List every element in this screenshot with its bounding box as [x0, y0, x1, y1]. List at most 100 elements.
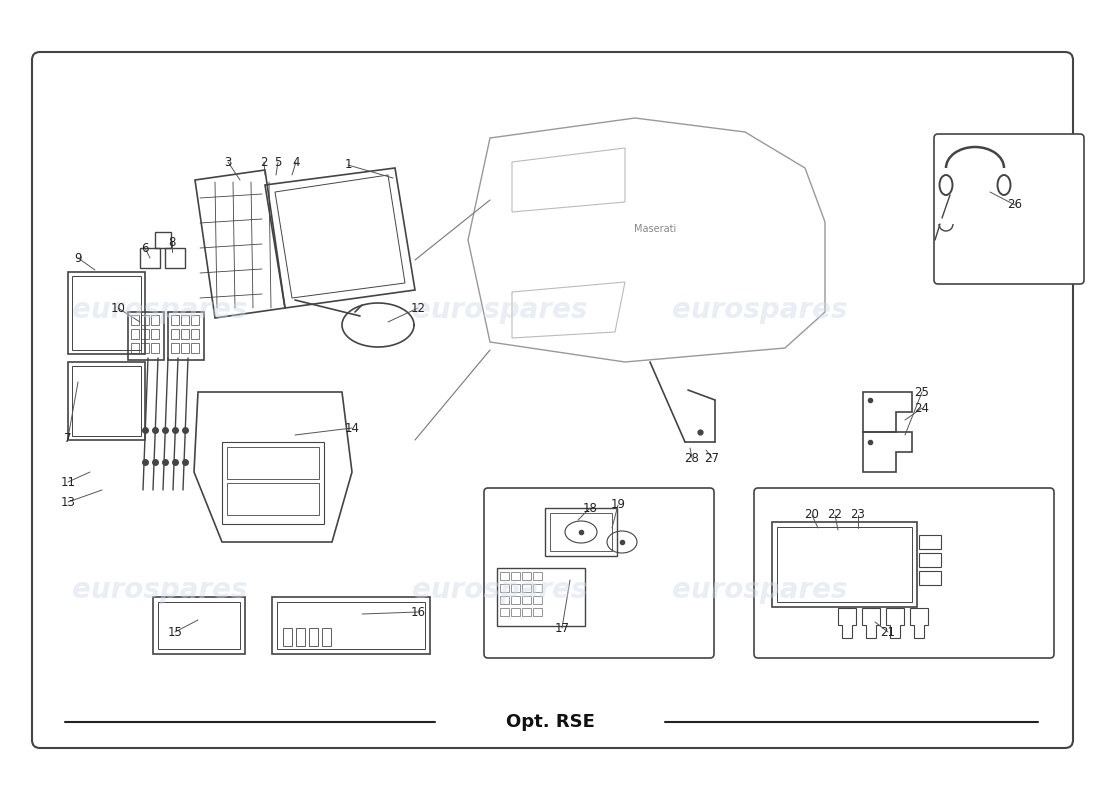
Bar	[141, 315, 149, 325]
Bar	[191, 315, 199, 325]
Bar	[497, 568, 585, 626]
Text: 8: 8	[168, 235, 176, 249]
Bar	[168, 312, 204, 360]
Bar	[151, 315, 160, 325]
Bar	[544, 508, 617, 556]
Bar	[283, 628, 292, 646]
Text: 24: 24	[914, 402, 929, 414]
Bar	[309, 628, 318, 646]
Bar	[165, 248, 185, 268]
Bar	[68, 362, 145, 440]
Text: eurospares: eurospares	[672, 296, 848, 324]
Bar	[534, 572, 542, 580]
Text: 2: 2	[261, 155, 267, 169]
Bar	[512, 596, 520, 604]
Bar	[918, 535, 940, 549]
Text: 16: 16	[410, 606, 426, 618]
Text: 13: 13	[60, 495, 76, 509]
Bar	[550, 513, 612, 551]
Bar	[322, 628, 331, 646]
Bar	[500, 572, 509, 580]
FancyBboxPatch shape	[934, 134, 1084, 284]
Bar	[272, 597, 430, 654]
Bar	[141, 329, 149, 339]
Bar	[500, 596, 509, 604]
Bar	[534, 584, 542, 592]
Bar	[918, 571, 940, 585]
Bar	[512, 572, 520, 580]
Text: eurospares: eurospares	[73, 576, 248, 604]
Text: 1: 1	[344, 158, 352, 171]
Bar	[182, 329, 189, 339]
Text: 7: 7	[64, 431, 72, 445]
Text: 20: 20	[804, 509, 820, 522]
Text: 12: 12	[410, 302, 426, 314]
Bar	[153, 597, 245, 654]
Bar	[72, 366, 141, 436]
Text: 18: 18	[583, 502, 597, 514]
Bar	[131, 315, 139, 325]
Bar	[277, 602, 425, 649]
Bar	[918, 553, 940, 567]
Text: 21: 21	[880, 626, 895, 638]
Text: 10: 10	[111, 302, 125, 314]
Bar	[151, 329, 160, 339]
Text: 9: 9	[75, 251, 81, 265]
Bar	[500, 608, 509, 616]
Bar	[191, 343, 199, 353]
Text: 5: 5	[274, 155, 282, 169]
Bar	[72, 276, 141, 350]
Text: 19: 19	[610, 498, 626, 511]
Bar	[512, 584, 520, 592]
Bar	[512, 608, 520, 616]
Bar	[522, 596, 531, 604]
Text: 23: 23	[850, 509, 866, 522]
Bar	[155, 232, 170, 248]
Text: 22: 22	[827, 509, 843, 522]
Bar	[522, 584, 531, 592]
FancyBboxPatch shape	[754, 488, 1054, 658]
Bar	[158, 602, 240, 649]
Bar	[128, 312, 164, 360]
Text: 27: 27	[704, 451, 719, 465]
Text: 17: 17	[554, 622, 570, 634]
Bar	[182, 315, 189, 325]
Text: Maserati: Maserati	[634, 224, 676, 234]
Text: 4: 4	[293, 155, 299, 169]
Bar	[191, 329, 199, 339]
Bar	[522, 572, 531, 580]
Text: 3: 3	[224, 155, 232, 169]
Text: 11: 11	[60, 475, 76, 489]
Bar	[222, 442, 324, 524]
FancyBboxPatch shape	[484, 488, 714, 658]
Text: 15: 15	[167, 626, 183, 638]
Bar	[141, 343, 149, 353]
Text: eurospares: eurospares	[672, 576, 848, 604]
Bar	[500, 584, 509, 592]
Bar	[170, 343, 179, 353]
Bar	[227, 447, 319, 479]
Bar	[296, 628, 305, 646]
Bar	[151, 343, 160, 353]
FancyBboxPatch shape	[32, 52, 1072, 748]
Bar	[131, 329, 139, 339]
Text: Opt. RSE: Opt. RSE	[506, 713, 594, 731]
Bar	[534, 596, 542, 604]
Text: eurospares: eurospares	[412, 296, 587, 324]
Text: eurospares: eurospares	[73, 296, 248, 324]
Bar	[777, 527, 912, 602]
Bar	[131, 343, 139, 353]
Bar	[170, 329, 179, 339]
Text: 14: 14	[344, 422, 360, 434]
Text: 28: 28	[684, 451, 700, 465]
Bar	[182, 343, 189, 353]
Text: 25: 25	[914, 386, 929, 398]
Bar	[140, 248, 159, 268]
Bar	[522, 608, 531, 616]
Bar	[772, 522, 917, 607]
Bar	[68, 272, 145, 354]
Text: eurospares: eurospares	[412, 576, 587, 604]
Text: 26: 26	[1008, 198, 1023, 211]
Bar	[534, 608, 542, 616]
Bar	[170, 315, 179, 325]
